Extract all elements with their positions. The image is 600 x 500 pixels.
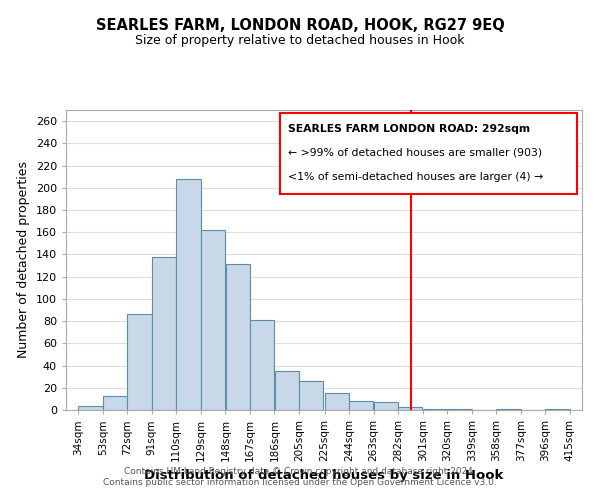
Y-axis label: Number of detached properties: Number of detached properties: [17, 162, 30, 358]
Bar: [448, 409, 472, 410]
Bar: [275, 371, 299, 410]
FancyBboxPatch shape: [280, 113, 577, 194]
Bar: [349, 401, 373, 410]
Bar: [103, 396, 127, 410]
Bar: [79, 406, 103, 410]
Bar: [299, 381, 323, 410]
Text: Contains HM Land Registry data © Crown copyright and database right 2024.: Contains HM Land Registry data © Crown c…: [124, 467, 476, 476]
Bar: [176, 179, 200, 410]
Bar: [398, 406, 422, 410]
Bar: [152, 256, 176, 410]
Bar: [496, 409, 521, 410]
Text: SEARLES FARM, LONDON ROAD, HOOK, RG27 9EQ: SEARLES FARM, LONDON ROAD, HOOK, RG27 9E…: [95, 18, 505, 32]
Bar: [374, 402, 398, 410]
Bar: [545, 409, 569, 410]
Bar: [226, 264, 250, 410]
Bar: [325, 394, 349, 410]
Bar: [127, 314, 152, 410]
Text: Contains public sector information licensed under the Open Government Licence v3: Contains public sector information licen…: [103, 478, 497, 487]
Bar: [250, 320, 274, 410]
Text: Size of property relative to detached houses in Hook: Size of property relative to detached ho…: [135, 34, 465, 47]
X-axis label: Distribution of detached houses by size in Hook: Distribution of detached houses by size …: [145, 470, 503, 482]
Text: SEARLES FARM LONDON ROAD: 292sqm: SEARLES FARM LONDON ROAD: 292sqm: [288, 124, 530, 134]
Text: ← >99% of detached houses are smaller (903): ← >99% of detached houses are smaller (9…: [288, 148, 542, 158]
Text: <1% of semi-detached houses are larger (4) →: <1% of semi-detached houses are larger (…: [288, 172, 543, 181]
Bar: [423, 409, 447, 410]
Bar: [201, 230, 225, 410]
